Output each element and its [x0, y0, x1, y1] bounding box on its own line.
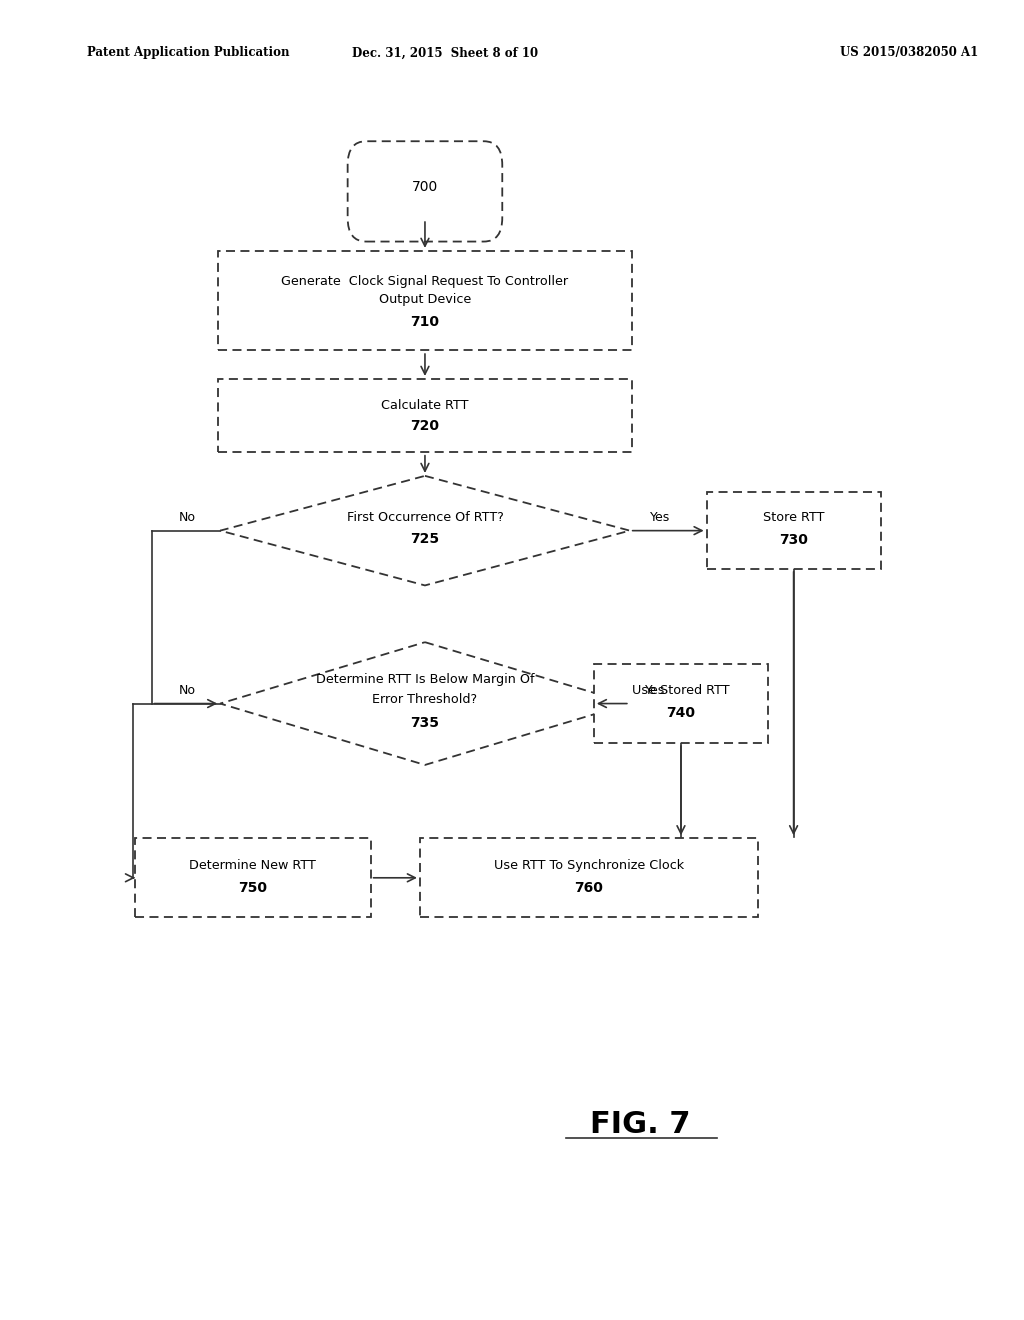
Text: FIG. 7: FIG. 7	[590, 1110, 690, 1139]
Text: Yes: Yes	[645, 684, 666, 697]
FancyBboxPatch shape	[707, 492, 881, 569]
Text: Determine RTT Is Below Margin Of: Determine RTT Is Below Margin Of	[315, 673, 535, 686]
FancyBboxPatch shape	[420, 838, 758, 917]
Text: Generate  Clock Signal Request To Controller: Generate Clock Signal Request To Control…	[282, 275, 568, 288]
FancyBboxPatch shape	[217, 251, 632, 350]
Text: Use Stored RTT: Use Stored RTT	[632, 684, 730, 697]
Text: Output Device: Output Device	[379, 293, 471, 306]
FancyBboxPatch shape	[217, 379, 632, 451]
FancyBboxPatch shape	[135, 838, 371, 917]
Text: 735: 735	[411, 717, 439, 730]
Text: Yes: Yes	[650, 511, 671, 524]
FancyBboxPatch shape	[347, 141, 502, 242]
Text: 730: 730	[779, 533, 808, 546]
Text: 720: 720	[411, 420, 439, 433]
Text: No: No	[179, 511, 196, 524]
Text: No: No	[179, 684, 196, 697]
Text: Dec. 31, 2015  Sheet 8 of 10: Dec. 31, 2015 Sheet 8 of 10	[352, 46, 539, 59]
Text: Store RTT: Store RTT	[763, 511, 824, 524]
Text: 740: 740	[667, 706, 695, 719]
Polygon shape	[220, 477, 630, 586]
Text: Error Threshold?: Error Threshold?	[373, 693, 477, 706]
Text: Use RTT To Synchronize Clock: Use RTT To Synchronize Clock	[494, 859, 684, 873]
Text: 760: 760	[574, 882, 603, 895]
Text: 725: 725	[411, 532, 439, 545]
Text: 710: 710	[411, 315, 439, 329]
Text: Patent Application Publication: Patent Application Publication	[87, 46, 290, 59]
Text: Determine New RTT: Determine New RTT	[189, 859, 316, 873]
Text: First Occurrence Of RTT?: First Occurrence Of RTT?	[346, 511, 504, 524]
Text: Calculate RTT: Calculate RTT	[381, 399, 469, 412]
Text: US 2015/0382050 A1: US 2015/0382050 A1	[840, 46, 978, 59]
Polygon shape	[220, 642, 630, 764]
Text: 700: 700	[412, 181, 438, 194]
FancyBboxPatch shape	[594, 664, 768, 743]
Text: 750: 750	[239, 882, 267, 895]
